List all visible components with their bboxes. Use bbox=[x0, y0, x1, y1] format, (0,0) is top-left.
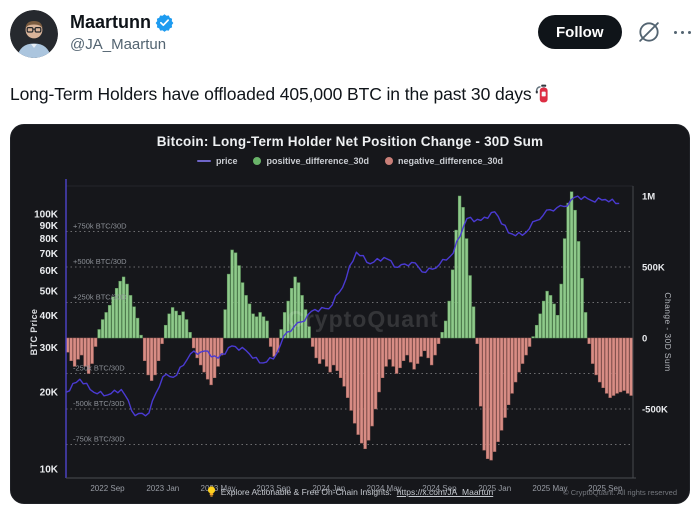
svg-text:30K: 30K bbox=[40, 343, 59, 354]
bulb-icon bbox=[207, 486, 215, 497]
svg-text:40K: 40K bbox=[40, 311, 59, 322]
verified-badge-icon bbox=[155, 14, 174, 32]
chart-legend: price positive_difference_30d negative_d… bbox=[11, 156, 689, 166]
svg-text:2023 May: 2023 May bbox=[201, 484, 236, 493]
svg-text:0: 0 bbox=[642, 334, 647, 345]
svg-text:2024 Jan: 2024 Jan bbox=[312, 484, 345, 493]
tweet-text-content: Long-Term Holders have offloaded 405,000… bbox=[10, 84, 532, 104]
svg-text:2023 Sep: 2023 Sep bbox=[256, 484, 291, 493]
svg-text:+500k BTC/30D: +500k BTC/30D bbox=[73, 257, 127, 266]
display-name[interactable]: Maartunn bbox=[70, 12, 151, 32]
svg-text:50K: 50K bbox=[40, 286, 59, 297]
avatar[interactable] bbox=[10, 10, 58, 58]
negative-dot-swatch bbox=[385, 157, 393, 165]
svg-text:2025 Sep: 2025 Sep bbox=[588, 484, 623, 493]
svg-text:10K: 10K bbox=[40, 465, 59, 476]
legend-item-positive: positive_difference_30d bbox=[253, 156, 369, 166]
legend-label: price bbox=[215, 156, 238, 166]
svg-text:-500K: -500K bbox=[642, 405, 668, 416]
chart-media-card[interactable]: +750k BTC/30D +500k BTC/30D +250k BTC/30D -… bbox=[10, 124, 690, 504]
legend-label: positive_difference_30d bbox=[266, 156, 369, 166]
svg-text:2025 May: 2025 May bbox=[532, 484, 567, 493]
price-line-swatch bbox=[196, 160, 211, 162]
svg-text:500K: 500K bbox=[642, 263, 665, 274]
legend-label: negative_difference_30d bbox=[398, 156, 504, 166]
svg-text:+750k BTC/30D: +750k BTC/30D bbox=[73, 222, 127, 231]
more-menu-icon[interactable] bbox=[668, 24, 696, 40]
svg-text:2025 Jan: 2025 Jan bbox=[478, 484, 511, 493]
svg-text:80K: 80K bbox=[40, 234, 59, 245]
user-handle[interactable]: @JA_Maartun bbox=[70, 35, 167, 53]
tweet-text: Long-Term Holders have offloaded 405,000… bbox=[10, 83, 694, 106]
footer-link[interactable]: https://x.com/JA_Maartun bbox=[396, 487, 494, 497]
fire-extinguisher-emoji bbox=[535, 84, 548, 103]
positive-dot-swatch bbox=[253, 157, 262, 165]
svg-text:60K: 60K bbox=[40, 266, 59, 277]
grok-icon[interactable] bbox=[636, 19, 662, 45]
svg-text:2024 May: 2024 May bbox=[367, 484, 402, 493]
svg-text:-750k BTC/30D: -750k BTC/30D bbox=[73, 435, 125, 444]
copyright-text: © CryptoQuant. All rights reserved bbox=[563, 488, 677, 497]
avatar-image bbox=[10, 10, 58, 58]
chart-footer: Explore Actionable & Free On-Chain Insig… bbox=[11, 486, 689, 498]
svg-text:70K: 70K bbox=[40, 249, 59, 260]
svg-text:2023 Jan: 2023 Jan bbox=[146, 484, 179, 493]
grok-glyph bbox=[639, 22, 659, 42]
svg-text:BTC Price: BTC Price bbox=[29, 309, 39, 356]
chart-plot: +750k BTC/30D +500k BTC/30D +250k BTC/30D -… bbox=[29, 179, 673, 493]
svg-text:100K: 100K bbox=[34, 210, 59, 221]
legend-item-price: price bbox=[196, 156, 238, 166]
svg-text:90K: 90K bbox=[40, 221, 59, 232]
svg-text:+250k BTC/30D: +250k BTC/30D bbox=[73, 293, 127, 302]
svg-text:1M: 1M bbox=[642, 192, 655, 203]
legend-item-negative: negative_difference_30d bbox=[385, 156, 503, 166]
svg-text:2024 Sep: 2024 Sep bbox=[422, 484, 457, 493]
svg-text:20K: 20K bbox=[40, 388, 59, 399]
svg-text:Change - 30D Sum: Change - 30D Sum bbox=[663, 292, 673, 371]
user-info: Maartunn @JA_Maartun bbox=[70, 12, 174, 53]
svg-text:2022 Sep: 2022 Sep bbox=[90, 484, 125, 493]
svg-text:-500k BTC/30D: -500k BTC/30D bbox=[73, 399, 125, 408]
chart-title: Bitcoin: Long-Term Holder Net Position C… bbox=[156, 134, 544, 149]
svg-text:-250k BTC/30D: -250k BTC/30D bbox=[73, 364, 125, 373]
footer-note: Explore Actionable & Free On-Chain Insig… bbox=[220, 487, 392, 497]
follow-button[interactable]: Follow bbox=[538, 15, 622, 49]
svg-text:CryptoQuant: CryptoQuant bbox=[287, 306, 439, 332]
